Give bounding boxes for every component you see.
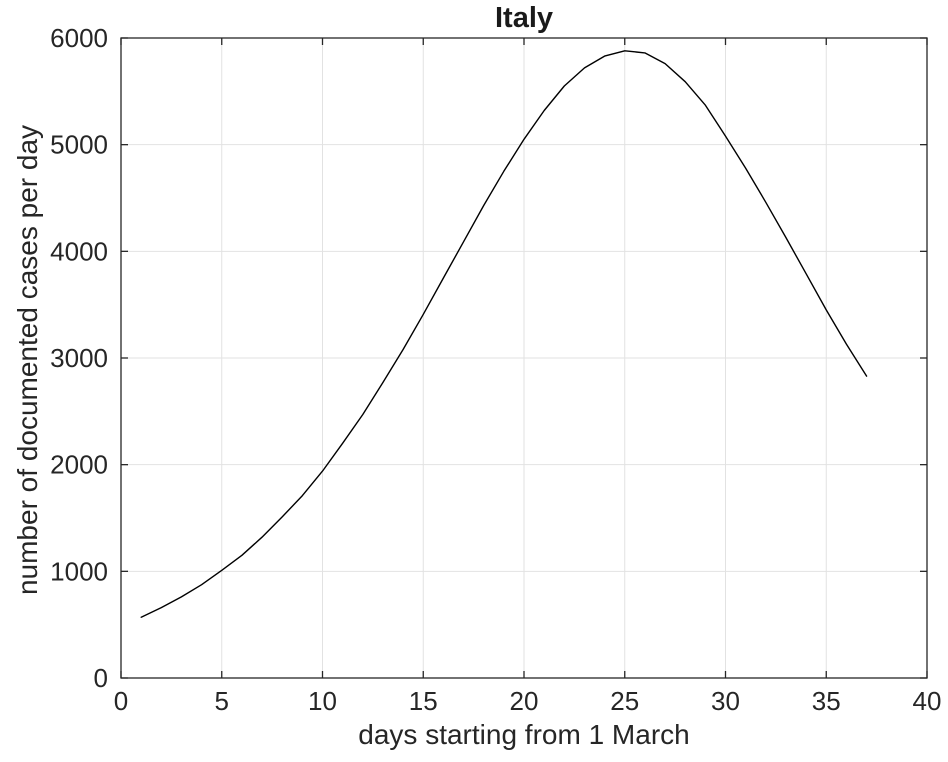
x-tick-label: 30 [711, 686, 740, 716]
y-tick-label: 2000 [50, 450, 108, 480]
y-tick-label: 3000 [50, 343, 108, 373]
y-tick-label: 6000 [50, 23, 108, 53]
x-tick-label: 20 [510, 686, 539, 716]
x-tick-label: 25 [610, 686, 639, 716]
y-tick-label: 5000 [50, 130, 108, 160]
x-tick-label: 5 [215, 686, 229, 716]
x-tick-label: 15 [409, 686, 438, 716]
x-tick-label: 35 [812, 686, 841, 716]
x-axis-label: days starting from 1 March [358, 719, 690, 750]
x-tick-label: 40 [913, 686, 942, 716]
data-line-cases-per-day [140, 50, 868, 618]
y-tick-label: 0 [94, 663, 108, 693]
x-tick-label: 10 [308, 686, 337, 716]
y-tick-label: 4000 [50, 236, 108, 266]
chart-title: Italy [494, 2, 554, 34]
x-tick-label: 0 [114, 686, 128, 716]
y-tick-label: 1000 [50, 556, 108, 586]
